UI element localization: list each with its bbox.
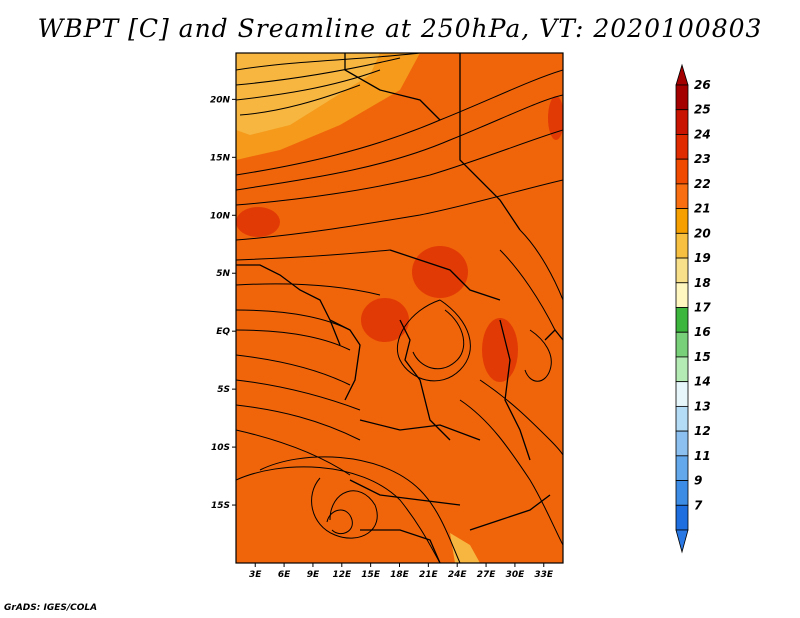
latitude-axis: 20N 15N 10N 5N EQ 5S 10S 15S — [210, 95, 236, 511]
colorbar-label: 9 — [694, 474, 702, 488]
credit-label: GrADS: IGES/COLA — [4, 603, 98, 613]
colorbar-swatch — [675, 257, 689, 284]
colorbar-label: 13 — [694, 399, 711, 413]
colorbar-label: 11 — [694, 449, 711, 463]
lon-tick-label: 6E — [278, 570, 291, 580]
colorbar-label: 12 — [694, 424, 711, 438]
colorbar-label: 20 — [694, 226, 711, 240]
chart-title: WBPT [C] and Sreamline at 250hPa, VT: 20… — [37, 14, 763, 43]
colorbar-label: 16 — [694, 325, 711, 339]
field-20C-south — [450, 533, 480, 563]
colorbar-label: 21 — [694, 202, 711, 216]
colorbar-label: 26 — [694, 78, 711, 92]
colorbar-label: 7 — [694, 498, 703, 512]
colorbar-swatch — [675, 430, 689, 457]
colorbar-label: 14 — [694, 375, 711, 389]
colorbar-label: 23 — [694, 152, 711, 166]
lat-tick-label: 20N — [210, 95, 231, 105]
colorbar-swatch — [675, 455, 689, 481]
colorbar-swatch — [675, 356, 689, 383]
lon-tick-label: 21E — [419, 570, 439, 580]
lon-tick-label: 3E — [249, 570, 262, 580]
lon-tick-label: 12E — [332, 570, 352, 580]
lat-tick-label: EQ — [216, 327, 230, 337]
lon-tick-label: 33E — [534, 570, 554, 580]
colorbar-swatch — [675, 405, 689, 432]
colorbar-swatch — [675, 109, 689, 135]
colorbar-label: 25 — [694, 103, 711, 117]
lat-tick-label: 5S — [217, 385, 230, 395]
lon-tick-label: 18E — [390, 570, 410, 580]
field-24C-east — [482, 318, 518, 382]
colorbar-swatch — [675, 134, 689, 160]
lon-tick-label: 15E — [361, 570, 381, 580]
colorbar-min-arrow — [675, 529, 689, 554]
field-24C-basin — [361, 298, 409, 342]
colorbar: 26 25 24 23 22 21 20 19 18 17 16 15 14 13 12 11 9 7 — [675, 63, 711, 554]
lat-tick-label: 15N — [210, 153, 231, 163]
colorbar-max-arrow — [675, 63, 689, 86]
colorbar-swatch — [675, 504, 689, 531]
colorbar-label: 22 — [694, 177, 711, 191]
colorbar-swatch — [675, 381, 689, 407]
colorbar-swatch — [675, 307, 689, 333]
country-borders — [236, 53, 563, 563]
colorbar-swatch — [675, 84, 689, 111]
lat-tick-label: 15S — [211, 501, 230, 511]
colorbar-swatch — [675, 158, 689, 185]
longitude-axis: 3E 6E 9E 12E 15E 18E 21E 24E 27E 30E 33E — [249, 563, 554, 580]
colorbar-label: 15 — [694, 350, 711, 364]
field-24C-center — [412, 246, 468, 298]
colorbar-swatch — [675, 282, 689, 308]
lon-tick-label: 27E — [477, 570, 497, 580]
colorbar-label: 18 — [694, 276, 711, 290]
colorbar-swatch — [675, 480, 689, 506]
colorbar-label: 17 — [694, 301, 711, 315]
lon-tick-label: 30E — [506, 570, 526, 580]
colorbar-swatch — [675, 232, 689, 259]
field-24C-ne — [548, 96, 563, 140]
lat-tick-label: 10N — [210, 211, 231, 221]
lat-tick-label: 5N — [216, 269, 230, 279]
lon-tick-label: 24E — [448, 570, 468, 580]
lon-tick-label: 9E — [307, 570, 320, 580]
colorbar-swatch — [675, 183, 689, 210]
colorbar-label: 24 — [694, 127, 711, 141]
colorbar-swatch — [675, 208, 689, 234]
field-24C-west — [236, 207, 280, 237]
colorbar-label: 19 — [694, 251, 711, 265]
lat-tick-label: 10S — [211, 443, 230, 453]
field-20C-region — [236, 53, 380, 135]
streamlines — [236, 53, 563, 563]
wbpt-field — [236, 53, 563, 563]
colorbar-swatch — [675, 331, 689, 358]
